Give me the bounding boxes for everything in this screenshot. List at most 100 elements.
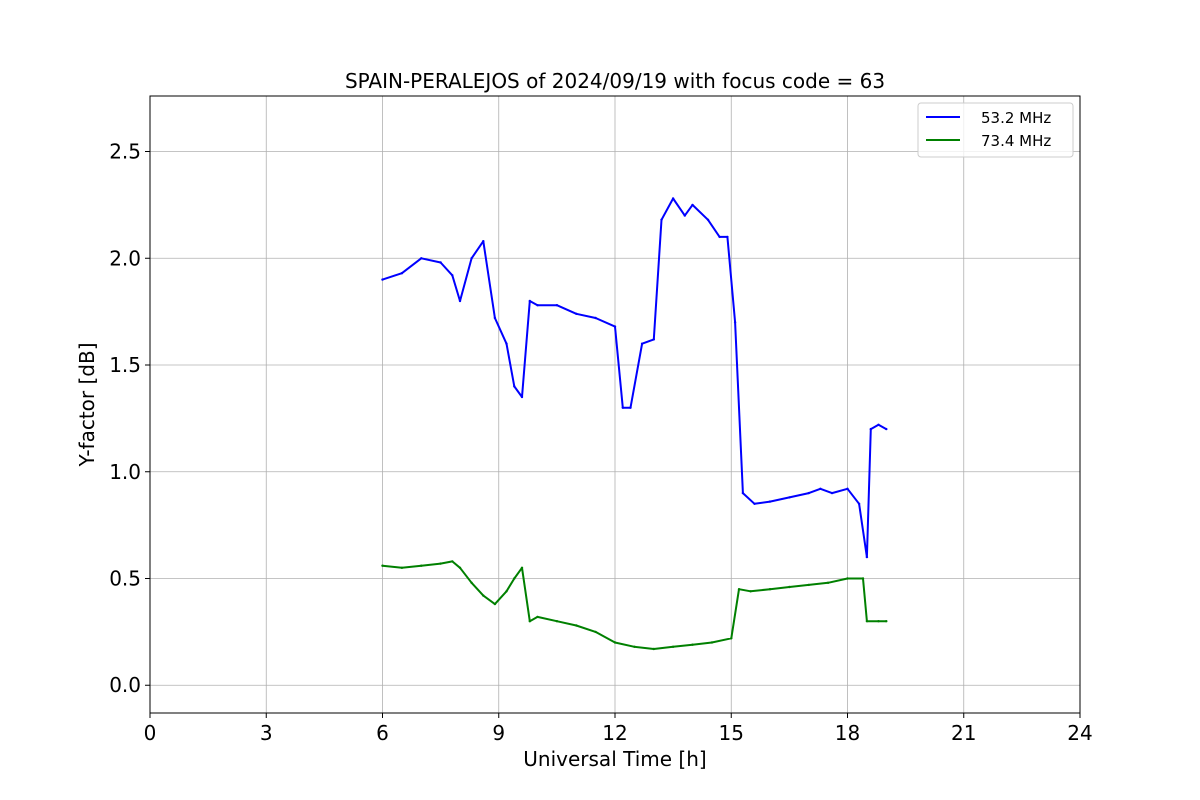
data-point-73-4-mhz xyxy=(470,581,473,584)
data-point-53-2-mhz xyxy=(718,235,721,239)
data-point-73-4-mhz xyxy=(381,564,384,567)
x-axis-label: Universal Time [h] xyxy=(523,747,706,771)
data-point-53-2-mhz xyxy=(470,257,473,260)
data-point-53-2-mhz xyxy=(807,491,810,495)
data-point-53-2-mhz xyxy=(733,321,737,324)
data-point-73-4-mhz xyxy=(594,630,597,634)
legend: 53.2 MHz 73.4 MHz xyxy=(917,102,1074,158)
data-point-53-2-mhz xyxy=(660,218,663,221)
data-point-53-2-mhz xyxy=(819,487,822,490)
series-layer xyxy=(381,197,888,651)
data-point-53-2-mhz xyxy=(439,261,442,264)
data-point-73-4-mhz xyxy=(493,602,497,606)
data-point-53-2-mhz xyxy=(857,502,861,505)
data-point-73-4-mhz xyxy=(865,620,869,623)
data-point-53-2-mhz xyxy=(726,235,729,239)
data-point-73-4-mhz xyxy=(691,643,694,646)
data-point-53-2-mhz xyxy=(640,342,644,345)
data-point-53-2-mhz xyxy=(683,214,686,217)
y-tick-label: 2.0 xyxy=(109,246,141,270)
x-tick-label: 21 xyxy=(951,721,976,745)
data-point-53-2-mhz xyxy=(741,491,745,495)
data-point-73-4-mhz xyxy=(807,583,810,587)
y-axis-label: Y-factor [dB] xyxy=(75,342,99,467)
data-point-73-4-mhz xyxy=(788,585,791,589)
data-point-73-4-mhz xyxy=(528,620,531,623)
data-point-53-2-mhz xyxy=(865,555,869,559)
data-point-73-4-mhz xyxy=(555,620,559,623)
data-point-53-2-mhz xyxy=(768,500,772,503)
data-point-73-4-mhz xyxy=(671,645,675,648)
x-tick-label: 6 xyxy=(376,721,389,745)
data-point-73-4-mhz xyxy=(861,577,865,580)
data-point-53-2-mhz xyxy=(513,385,516,388)
data-point-73-4-mhz xyxy=(710,641,714,644)
chart-title: SPAIN-PERALEJOS of 2024/09/19 with focus… xyxy=(345,69,885,93)
data-point-73-4-mhz xyxy=(877,620,880,623)
data-point-53-2-mhz xyxy=(885,427,888,431)
y-tick-label: 1.0 xyxy=(109,460,141,484)
data-point-73-4-mhz xyxy=(768,588,772,591)
legend-label-73-4-mhz: 73.4 MHz xyxy=(981,132,1051,150)
data-point-53-2-mhz xyxy=(536,304,539,307)
data-point-73-4-mhz xyxy=(737,588,741,591)
data-point-73-4-mhz xyxy=(505,590,508,593)
data-point-53-2-mhz xyxy=(482,240,485,243)
data-point-73-4-mhz xyxy=(633,645,636,648)
x-tick-label: 24 xyxy=(1067,721,1092,745)
data-point-53-2-mhz xyxy=(671,197,675,200)
data-point-73-4-mhz xyxy=(652,647,655,651)
data-point-73-4-mhz xyxy=(482,594,485,597)
data-point-73-4-mhz xyxy=(826,581,830,584)
x-tick-label: 12 xyxy=(602,721,627,745)
data-point-53-2-mhz xyxy=(846,487,849,490)
data-point-53-2-mhz xyxy=(493,316,497,320)
data-point-53-2-mhz xyxy=(505,342,508,345)
data-point-53-2-mhz xyxy=(575,312,578,315)
data-point-73-4-mhz xyxy=(846,577,849,580)
data-point-53-2-mhz xyxy=(691,203,694,207)
grid-layer xyxy=(150,96,1080,713)
y-tick-label: 0.0 xyxy=(109,673,141,697)
data-point-53-2-mhz xyxy=(830,491,834,495)
data-point-53-2-mhz xyxy=(788,496,791,499)
data-point-53-2-mhz xyxy=(877,423,880,426)
data-point-53-2-mhz xyxy=(613,325,617,328)
data-point-73-4-mhz xyxy=(885,620,888,623)
data-point-73-4-mhz xyxy=(575,624,578,627)
data-point-53-2-mhz xyxy=(555,304,559,307)
data-point-73-4-mhz xyxy=(439,562,442,565)
data-point-73-4-mhz xyxy=(613,641,617,644)
data-point-53-2-mhz xyxy=(381,278,384,281)
data-point-73-4-mhz xyxy=(749,590,752,593)
data-point-73-4-mhz xyxy=(451,560,454,563)
data-point-53-2-mhz xyxy=(520,395,524,399)
x-tick-label: 15 xyxy=(719,721,744,745)
data-point-53-2-mhz xyxy=(594,316,597,320)
data-point-53-2-mhz xyxy=(420,257,423,260)
data-point-53-2-mhz xyxy=(451,274,454,277)
data-point-53-2-mhz xyxy=(706,218,710,221)
data-point-53-2-mhz xyxy=(400,272,404,275)
x-tick-label: 3 xyxy=(260,721,273,745)
data-point-73-4-mhz xyxy=(400,566,404,569)
data-point-73-4-mhz xyxy=(730,637,733,640)
data-point-53-2-mhz xyxy=(753,502,756,505)
x-tick-label: 9 xyxy=(492,721,505,745)
data-point-53-2-mhz xyxy=(621,406,624,409)
data-point-53-2-mhz xyxy=(458,299,462,303)
data-point-73-4-mhz xyxy=(458,566,462,569)
data-point-53-2-mhz xyxy=(629,406,632,409)
data-point-73-4-mhz xyxy=(420,564,423,567)
x-tick-label: 18 xyxy=(835,721,860,745)
x-tick-label: 0 xyxy=(144,721,157,745)
tick-layer: 0 3 6 9 12 15 18 21 24 0.0 0.5 1.0 1.5 2.0 2.5 xyxy=(109,140,1093,745)
y-tick-label: 1.5 xyxy=(109,353,141,377)
data-point-53-2-mhz xyxy=(652,338,655,341)
legend-label-53-2-mhz: 53.2 MHz xyxy=(981,109,1051,127)
y-tick-label: 0.5 xyxy=(109,566,141,590)
data-point-53-2-mhz xyxy=(869,427,872,431)
data-point-73-4-mhz xyxy=(513,577,516,580)
